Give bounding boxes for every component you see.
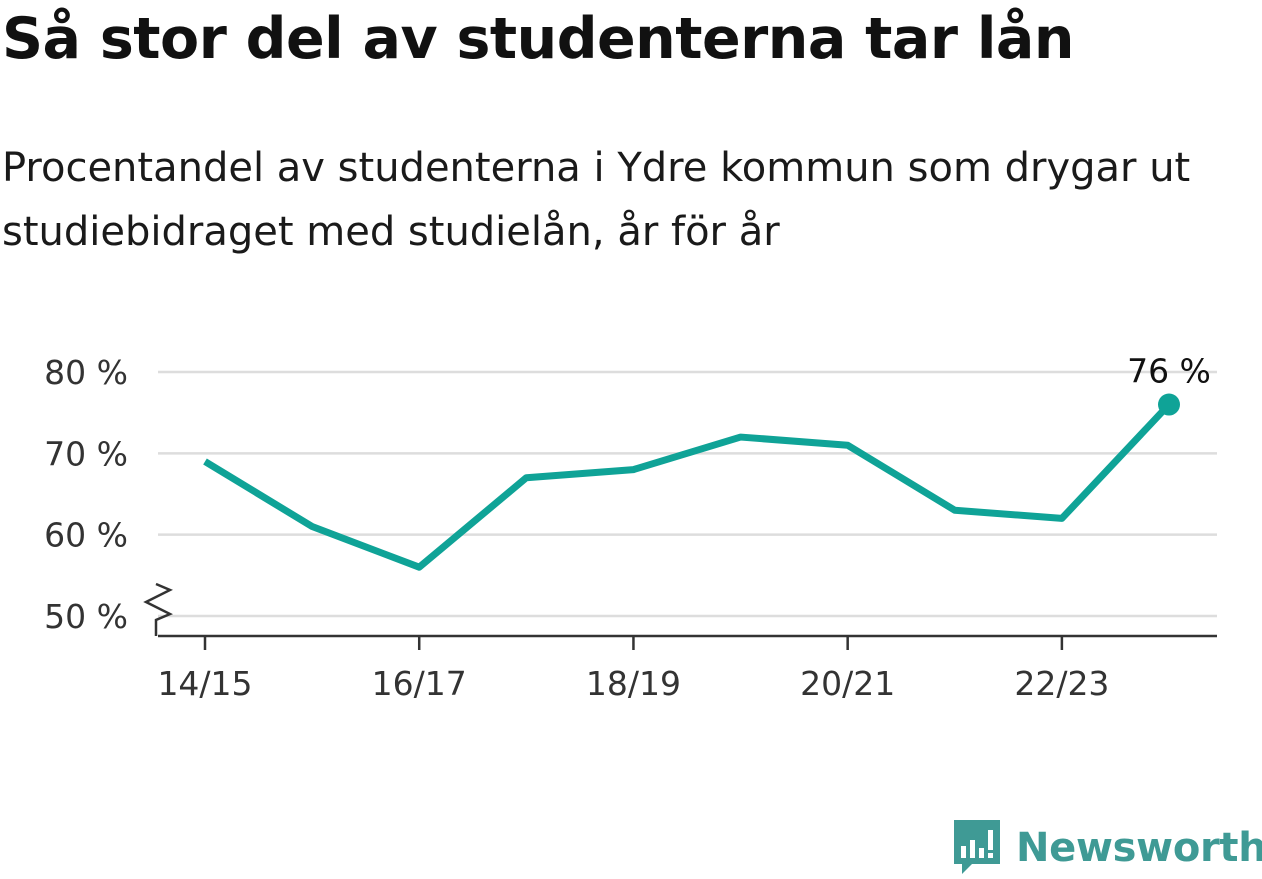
data-point [1158,393,1180,416]
x-axis-tick-labels: 14/15 16/17 18/19 20/21 22/23 [157,636,1109,703]
series-line [203,402,1172,571]
x-tick-label: 18/19 [586,664,681,703]
newsworthy-chart-logo-icon [954,820,1000,874]
chart-title: Så stor del av studenterna tar lån [2,6,1074,72]
chart-subtitle: Procentandel av studenterna i Ydre kommu… [2,145,1191,255]
brand-name: Newsworthy [1016,825,1262,871]
y-axis-tick-labels: 50 % 60 % 70 % 80 % [44,353,128,636]
brand-logo: Newsworthy [952,818,1262,878]
y-tick-label: 50 % [44,597,128,636]
data-label: 76 % [1127,352,1211,391]
y-axis-break-icon [143,582,173,636]
y-tick-label: 70 % [44,434,128,473]
y-tick-label: 80 % [44,353,128,392]
x-tick-label: 20/21 [800,664,895,703]
x-axis [143,582,1217,638]
x-tick-label: 22/23 [1014,664,1109,703]
gridlines [158,370,1217,618]
x-tick-label: 14/15 [157,664,252,703]
x-tick-label: 16/17 [372,664,467,703]
series [203,402,1172,571]
annotations: 76 % [1127,352,1211,416]
y-tick-label: 60 % [44,516,128,555]
